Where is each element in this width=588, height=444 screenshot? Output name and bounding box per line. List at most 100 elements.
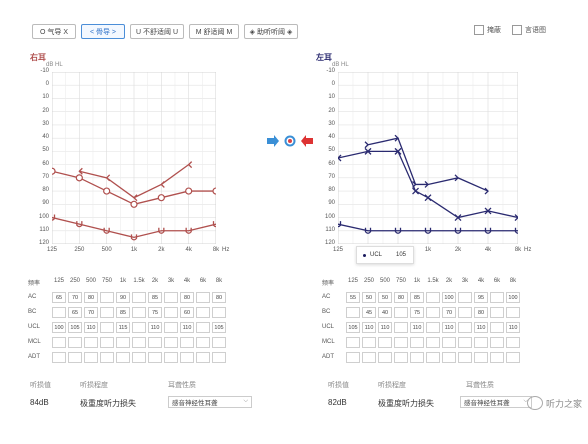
left-nature-select[interactable]: 感音神经性耳聋 ⌵ bbox=[460, 396, 532, 408]
data-point[interactable] bbox=[364, 227, 372, 234]
mcl-button[interactable]: M 舒适阈 M bbox=[189, 24, 239, 39]
threshold-cell[interactable] bbox=[84, 337, 98, 348]
threshold-cell[interactable] bbox=[458, 307, 472, 318]
threshold-cell[interactable] bbox=[148, 337, 162, 348]
threshold-cell[interactable]: 50 bbox=[362, 292, 376, 303]
threshold-cell[interactable]: 70 bbox=[68, 292, 82, 303]
threshold-cell[interactable]: 85 bbox=[148, 292, 162, 303]
threshold-cell[interactable] bbox=[426, 337, 440, 348]
threshold-cell[interactable] bbox=[84, 352, 98, 363]
threshold-cell[interactable] bbox=[196, 292, 210, 303]
right-audiogram-chart[interactable] bbox=[52, 72, 216, 244]
threshold-cell[interactable] bbox=[346, 337, 360, 348]
data-point[interactable] bbox=[133, 194, 138, 202]
threshold-cell[interactable]: 80 bbox=[212, 292, 226, 303]
threshold-cell[interactable] bbox=[116, 337, 130, 348]
data-point[interactable] bbox=[394, 147, 402, 155]
threshold-cell[interactable]: 110 bbox=[180, 322, 194, 333]
threshold-cell[interactable]: 105 bbox=[346, 322, 360, 333]
left-audiogram-chart[interactable] bbox=[338, 72, 518, 244]
threshold-cell[interactable]: 80 bbox=[180, 292, 194, 303]
data-point[interactable] bbox=[103, 187, 111, 195]
data-point[interactable] bbox=[130, 234, 138, 241]
air-conduction-button[interactable]: O 气导 X bbox=[32, 24, 76, 39]
data-point[interactable] bbox=[187, 161, 193, 169]
bone-conduction-button[interactable]: < 骨导 > bbox=[81, 24, 125, 39]
threshold-cell[interactable] bbox=[196, 307, 210, 318]
threshold-cell[interactable]: 50 bbox=[378, 292, 392, 303]
threshold-cell[interactable] bbox=[164, 322, 178, 333]
threshold-cell[interactable] bbox=[68, 337, 82, 348]
threshold-cell[interactable]: 75 bbox=[410, 307, 424, 318]
threshold-cell[interactable]: 110 bbox=[84, 322, 98, 333]
data-point[interactable] bbox=[76, 221, 83, 228]
threshold-cell[interactable] bbox=[458, 337, 472, 348]
threshold-cell[interactable] bbox=[52, 352, 66, 363]
threshold-cell[interactable] bbox=[148, 352, 162, 363]
sync-icon[interactable] bbox=[284, 135, 296, 147]
threshold-cell[interactable]: 110 bbox=[148, 322, 162, 333]
threshold-cell[interactable] bbox=[474, 337, 488, 348]
data-point[interactable] bbox=[454, 214, 462, 221]
threshold-cell[interactable] bbox=[164, 352, 178, 363]
threshold-cell[interactable]: 65 bbox=[52, 292, 66, 303]
data-point[interactable] bbox=[412, 187, 420, 195]
data-point[interactable] bbox=[103, 227, 110, 234]
threshold-cell[interactable]: 110 bbox=[442, 322, 456, 333]
data-point[interactable] bbox=[484, 227, 492, 234]
threshold-cell[interactable]: 115 bbox=[116, 322, 130, 333]
threshold-cell[interactable] bbox=[68, 352, 82, 363]
data-point[interactable] bbox=[394, 134, 399, 142]
threshold-cell[interactable] bbox=[378, 352, 392, 363]
threshold-cell[interactable] bbox=[490, 337, 504, 348]
threshold-cell[interactable] bbox=[442, 337, 456, 348]
threshold-cell[interactable] bbox=[132, 322, 146, 333]
threshold-cell[interactable] bbox=[362, 352, 376, 363]
threshold-cell[interactable] bbox=[394, 322, 408, 333]
threshold-cell[interactable] bbox=[506, 337, 520, 348]
threshold-cell[interactable]: 80 bbox=[474, 307, 488, 318]
data-point[interactable] bbox=[454, 227, 462, 234]
threshold-cell[interactable] bbox=[458, 322, 472, 333]
data-point[interactable] bbox=[484, 207, 492, 215]
threshold-cell[interactable] bbox=[426, 307, 440, 318]
threshold-cell[interactable] bbox=[458, 292, 472, 303]
threshold-cell[interactable] bbox=[132, 307, 146, 318]
threshold-cell[interactable] bbox=[52, 337, 66, 348]
data-point[interactable] bbox=[75, 174, 83, 182]
threshold-cell[interactable]: 100 bbox=[52, 322, 66, 333]
data-point[interactable] bbox=[212, 187, 216, 195]
arrow-right-icon[interactable] bbox=[267, 135, 279, 147]
threshold-cell[interactable] bbox=[426, 322, 440, 333]
arrow-left-icon[interactable] bbox=[301, 135, 313, 147]
mask-checkbox[interactable]: 掩蔽 bbox=[474, 25, 501, 35]
threshold-cell[interactable] bbox=[196, 352, 210, 363]
threshold-cell[interactable]: 110 bbox=[378, 322, 392, 333]
data-point[interactable] bbox=[364, 147, 372, 155]
threshold-cell[interactable]: 70 bbox=[84, 307, 98, 318]
threshold-cell[interactable] bbox=[116, 352, 130, 363]
threshold-cell[interactable]: 110 bbox=[362, 322, 376, 333]
threshold-cell[interactable]: 70 bbox=[442, 307, 456, 318]
ucl-button[interactable]: U 不舒适阈 U bbox=[130, 24, 184, 39]
right-nature-select[interactable]: 感音神经性耳聋 ⌵ bbox=[168, 396, 252, 408]
threshold-cell[interactable] bbox=[132, 292, 146, 303]
threshold-cell[interactable] bbox=[490, 352, 504, 363]
threshold-cell[interactable] bbox=[442, 352, 456, 363]
threshold-cell[interactable] bbox=[426, 352, 440, 363]
threshold-cell[interactable] bbox=[394, 352, 408, 363]
threshold-cell[interactable] bbox=[490, 322, 504, 333]
threshold-cell[interactable] bbox=[196, 337, 210, 348]
threshold-cell[interactable]: 100 bbox=[442, 292, 456, 303]
data-point[interactable] bbox=[212, 221, 217, 228]
data-point[interactable] bbox=[52, 214, 56, 221]
threshold-cell[interactable] bbox=[490, 292, 504, 303]
threshold-cell[interactable] bbox=[410, 337, 424, 348]
threshold-cell[interactable]: 60 bbox=[180, 307, 194, 318]
threshold-cell[interactable] bbox=[100, 292, 114, 303]
data-point[interactable] bbox=[514, 227, 519, 234]
data-point[interactable] bbox=[424, 227, 432, 234]
threshold-cell[interactable] bbox=[410, 352, 424, 363]
threshold-cell[interactable] bbox=[490, 307, 504, 318]
threshold-cell[interactable] bbox=[346, 307, 360, 318]
